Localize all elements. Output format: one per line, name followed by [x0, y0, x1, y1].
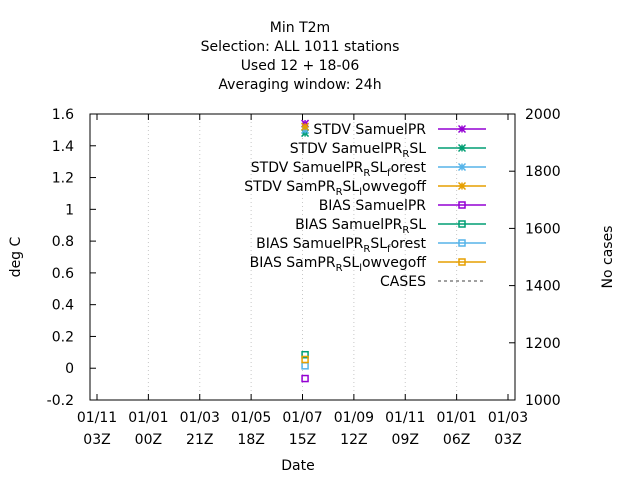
legend-marker-x — [457, 124, 467, 134]
legend-entry-label: STDV SamuelPR — [313, 122, 426, 138]
legend-text: STDV SamPR — [244, 179, 336, 195]
legend-text: owvegoff — [362, 179, 426, 195]
legend-entry-label: BIAS SamuelPRRSL — [295, 217, 426, 236]
legend-text: SL — [370, 236, 387, 252]
x-tick-label-time: 15Z — [289, 432, 316, 448]
legend-subscript: R — [336, 263, 343, 274]
legend-marker-x — [457, 143, 467, 153]
y2-axis-ticks: 2000 1800 1600 1400 1200 1000 — [509, 107, 561, 409]
x-tick-label-date: 01/03 — [180, 410, 220, 426]
legend-marker-square — [458, 258, 466, 266]
y-tick-label: 0.2 — [52, 329, 74, 345]
x-tick-label-time: 03Z — [494, 432, 521, 448]
legend-marker-x — [457, 162, 467, 172]
y-tick-label: 1.6 — [52, 107, 74, 123]
x-tick-label-time: 21Z — [186, 432, 213, 448]
legend-subscript: R — [402, 225, 409, 236]
y-tick-label: -0.2 — [47, 393, 74, 409]
legend-subscript: f — [387, 244, 391, 255]
x-tick-label-date: 01/11 — [77, 410, 117, 426]
legend-entry-label: STDV SamuelPRRSL — [290, 141, 426, 160]
chart-title: Min T2m Selection: ALL 1011 stations Used … — [201, 20, 400, 93]
title-line: Averaging window: 24h — [218, 77, 381, 93]
x-tick-label-time: 06Z — [443, 432, 470, 448]
data-points — [301, 119, 310, 383]
legend-subscript: l — [359, 263, 362, 274]
y-tick-label: 1.4 — [52, 139, 74, 155]
y2-tick-label: 1200 — [525, 336, 561, 352]
title-line: Used 12 + 18-06 — [241, 58, 360, 74]
x-tick-label-date: 01/05 — [231, 410, 271, 426]
legend-text: SL — [370, 160, 387, 176]
legend-entry-label: STDV SamuelPRRSLforest — [251, 160, 427, 179]
legend-text: orest — [391, 236, 427, 252]
data-point-bias — [301, 362, 309, 370]
legend-text: BIAS SamuelPR — [319, 198, 427, 214]
x-tick-label-date: 01/09 — [334, 410, 374, 426]
legend-marker-square — [458, 239, 466, 247]
legend-text: SL — [409, 141, 426, 157]
data-point-bias — [301, 350, 309, 359]
legend-text: STDV SamuelPR — [313, 122, 426, 138]
legend-entry-label: BIAS SamuelPRRSLforest — [256, 236, 426, 255]
legend-text: STDV SamuelPR — [251, 160, 364, 176]
x-tick-label-date: 01/03 — [488, 410, 528, 426]
x-tick-label-time: 09Z — [392, 432, 419, 448]
y-tick-label: 0.6 — [52, 266, 74, 282]
x-tick-label-time: 12Z — [340, 432, 367, 448]
legend-entry-label: STDV SamPRRSLlowvegoff — [244, 179, 426, 198]
legend-entry-label: BIAS SamPRRSLlowvegoff — [250, 255, 427, 274]
y-tick-label: 0 — [65, 361, 74, 377]
legend-marker-x — [457, 181, 467, 191]
x-tick-label-date: 01/01 — [128, 410, 168, 426]
legend-text: owvegoff — [362, 255, 426, 271]
y2-axis-label: No cases — [600, 226, 616, 289]
data-point-bias — [301, 374, 309, 383]
y-tick-label: 1 — [65, 202, 74, 218]
y-tick-label: 1.2 — [52, 171, 74, 187]
y-tick-label: 0.8 — [52, 234, 74, 250]
legend-entry-label: BIAS SamuelPR — [319, 198, 427, 214]
legend-text: SL — [343, 255, 360, 271]
legend-text: CASES — [380, 274, 426, 290]
y2-tick-label: 1000 — [525, 393, 561, 409]
y2-tick-label: 1400 — [525, 279, 561, 295]
x-tick-label-time: 18Z — [237, 432, 264, 448]
legend-subscript: f — [387, 168, 391, 179]
legend-text: BIAS SamuelPR — [256, 236, 364, 252]
x-tick-label-date: 01/11 — [385, 410, 425, 426]
y-axis-label: deg C — [8, 236, 24, 277]
x-axis-ticks: 01/11 03Z 01/01 00Z 01/03 21Z 01/05 18Z 01/07 15Z… — [77, 114, 528, 448]
x-tick-label-date: 01/07 — [282, 410, 322, 426]
y-tick-label: 0.4 — [52, 298, 74, 314]
legend-subscript: R — [363, 168, 370, 179]
x-tick-label-date: 01/01 — [436, 410, 476, 426]
legend-entry-label: CASES — [380, 274, 426, 290]
data-point-bias — [301, 355, 309, 364]
y2-tick-label: 2000 — [525, 107, 561, 123]
x-tick-label-time: 03Z — [83, 432, 110, 448]
x-tick-label-time: 00Z — [135, 432, 162, 448]
legend-marker-square — [458, 220, 466, 228]
x-axis-label: Date — [281, 458, 314, 474]
title-line: Min T2m — [270, 20, 330, 36]
legend-marker-square — [458, 201, 466, 209]
legend-text: STDV SamuelPR — [290, 141, 403, 157]
title-line: Selection: ALL 1011 stations — [201, 39, 400, 55]
legend-text: SL — [409, 217, 426, 233]
legend-text: orest — [391, 160, 427, 176]
legend-text: BIAS SamPR — [250, 255, 336, 271]
legend-subscript: l — [359, 187, 362, 198]
y2-tick-label: 1600 — [525, 221, 561, 237]
y-axis-ticks: 1.6 1.4 1.2 1 0.8 0.6 0.4 0.2 0 -0.2 — [47, 107, 96, 409]
data-point-stdv — [301, 122, 310, 131]
legend-subscript: R — [363, 244, 370, 255]
legend-text: SL — [343, 179, 360, 195]
legend-subscript: R — [336, 187, 343, 198]
legend-subscript: R — [402, 149, 409, 160]
legend-text: BIAS SamuelPR — [295, 217, 403, 233]
y2-tick-label: 1800 — [525, 164, 561, 180]
